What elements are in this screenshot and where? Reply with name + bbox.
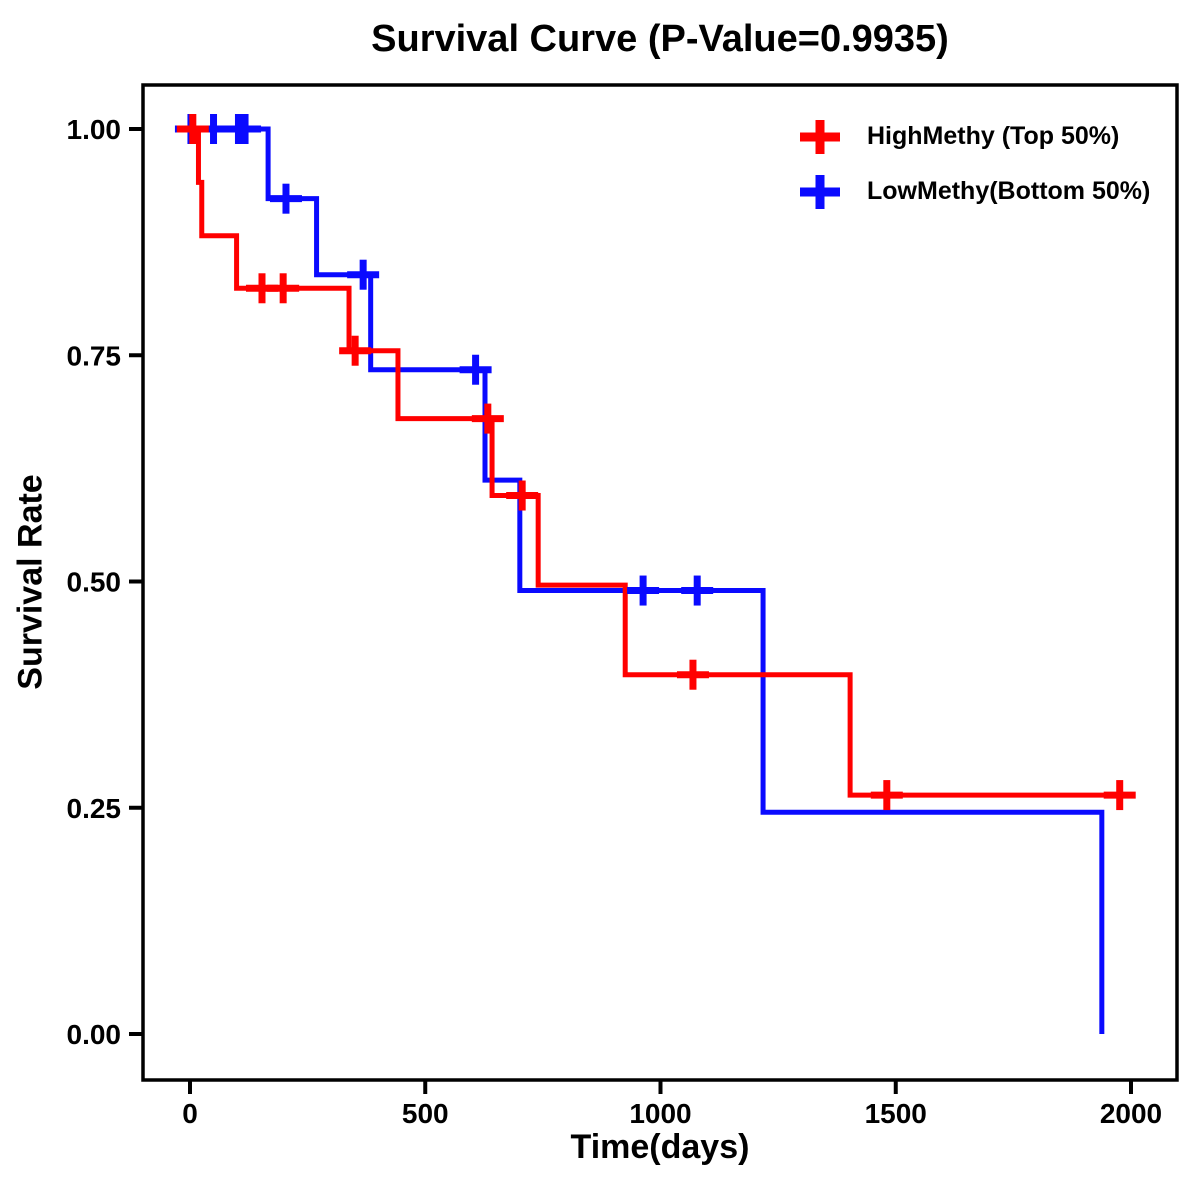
legend-item-lowmethy: LowMethy(Bottom 50%) [797, 165, 1150, 218]
x-axis-title: Time(days) [570, 1128, 750, 1166]
y-tick-label: 0.00 [67, 1019, 122, 1050]
x-tick-label: 1500 [865, 1098, 927, 1129]
x-tick-label: 500 [402, 1098, 449, 1129]
chart-title: Survival Curve (P-Value=0.9935) [371, 18, 949, 60]
x-tick-label: 0 [182, 1098, 198, 1129]
x-tick-label: 1000 [629, 1098, 691, 1129]
y-tick-label: 0.75 [67, 340, 122, 371]
x-tick-label: 2000 [1100, 1098, 1162, 1129]
legend-label-highmethy: HighMethy (Top 50%) [867, 122, 1120, 150]
plot-frame [141, 83, 1179, 1082]
legend: HighMethy (Top 50%) LowMethy(Bottom 50%) [797, 110, 1150, 218]
y-axis-title: Survival Rate [11, 474, 50, 690]
plus-marker-icon [800, 174, 840, 209]
y-tick-label: 0.50 [67, 567, 122, 598]
legend-item-highmethy: HighMethy (Top 50%) [797, 110, 1150, 163]
series-highmethy-path [190, 126, 1120, 798]
y-tick-label: 0.25 [67, 793, 122, 824]
y-tick-label: 1.00 [67, 114, 122, 145]
plus-marker-icon [800, 119, 840, 154]
legend-label-lowmethy: LowMethy(Bottom 50%) [867, 177, 1151, 205]
